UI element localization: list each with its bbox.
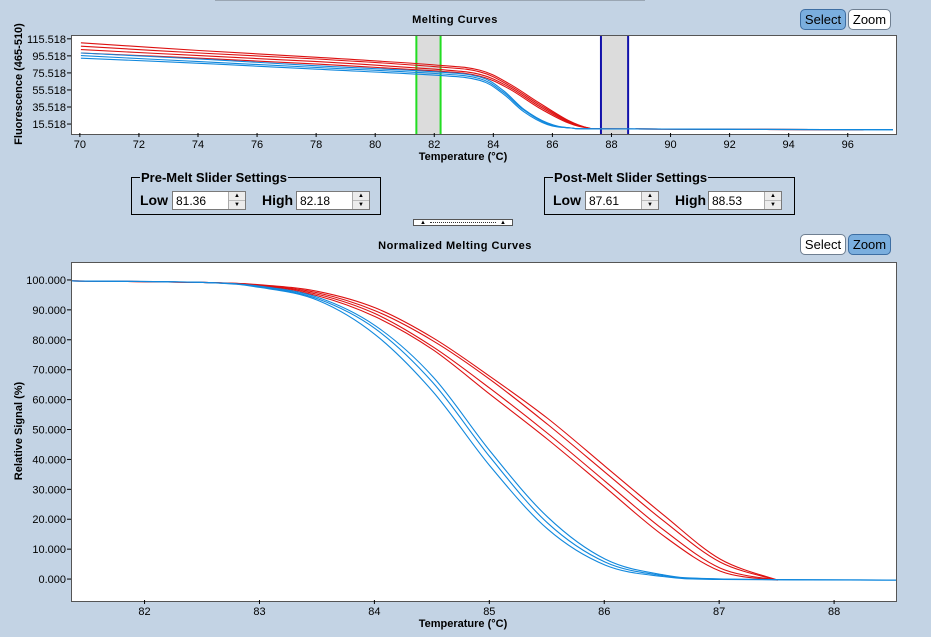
post-melt-high-value[interactable]: 88.53 (712, 194, 743, 208)
y-tick-label: 35.518 (32, 102, 66, 114)
y-tick-label: 55.518 (32, 85, 66, 97)
y-tick-label: 90.000 (32, 305, 66, 317)
pre-melt-low-value[interactable]: 81.36 (176, 194, 207, 208)
y-tick-label: 15.518 (32, 119, 66, 131)
spin-up-icon[interactable]: ▲ (229, 192, 245, 201)
y-tick-label: 70.000 (32, 365, 66, 377)
x-tick-label: 87 (713, 606, 725, 618)
x-tick-label: 86 (598, 606, 610, 618)
post-melt-title: Post-Melt Slider Settings (554, 170, 708, 185)
y-tick-label: 100.000 (26, 275, 66, 287)
x-tick-label: 85 (483, 606, 495, 618)
y-tick-label: 0.000 (38, 574, 66, 586)
melting-curves-axes: 70 72 74 76 78 80 82 84 86 88 90 92 94 96 15.518 35.518… (13, 23, 854, 163)
y-tick-label: 30.000 (32, 484, 66, 496)
pre-melt-high-spinner[interactable]: 82.18 ▲ ▼ (296, 191, 370, 210)
x-tick-label: 92 (723, 139, 735, 151)
top-select-button[interactable]: Select (800, 9, 846, 30)
pre-melt-slider-settings: Pre-Melt Slider Settings (131, 170, 381, 215)
post-melt-high-label: High (675, 192, 707, 208)
normalized-melting-curves-axes: 82 83 84 85 86 87 88 0.000 10.000 20.000 30.000 40.… (13, 275, 840, 630)
curve-2 (72, 280, 778, 581)
y-tick-label: 75.518 (32, 68, 66, 80)
y-axis-label: Fluorescence (465-510) (13, 23, 25, 145)
x-tick-label: 72 (133, 139, 145, 151)
x-tick-label: 82 (428, 139, 440, 151)
curve-6 (72, 280, 896, 581)
x-tick-label: 90 (664, 139, 676, 151)
spin-down-icon[interactable]: ▼ (765, 201, 781, 209)
melting-curves-chart[interactable] (71, 35, 897, 135)
x-tick-label: 70 (74, 139, 86, 151)
post-melt-slider-settings: Post-Melt Slider Settings (544, 170, 795, 215)
y-axis-label: Relative Signal (%) (13, 381, 25, 480)
x-tick-label: 84 (487, 139, 499, 151)
x-axis-label: Temperature (°C) (419, 151, 508, 163)
curve-6 (80, 52, 894, 131)
y-tick-label: 10.000 (32, 544, 66, 556)
spin-up-icon[interactable]: ▲ (642, 192, 658, 201)
y-tick-label: 20.000 (32, 514, 66, 526)
bottom-select-button[interactable]: Select (800, 234, 846, 255)
y-tick-label: 80.000 (32, 335, 66, 347)
window-top-edge (0, 0, 931, 5)
x-tick-label: 94 (783, 139, 795, 151)
pre-melt-low-spinner[interactable]: 81.36 ▲ ▼ (172, 191, 246, 210)
curve-5 (72, 280, 896, 581)
bottom-zoom-button[interactable]: Zoom (848, 234, 891, 255)
x-tick-label: 83 (253, 606, 265, 618)
x-tick-label: 80 (369, 139, 381, 151)
x-tick-label: 78 (310, 139, 322, 151)
pre-melt-high-label: High (262, 192, 294, 208)
post-melt-low-spinner[interactable]: 87.61 ▲ ▼ (585, 191, 659, 210)
y-tick-label: 115.518 (27, 34, 66, 46)
x-tick-label: 82 (138, 606, 150, 618)
spin-up-icon[interactable]: ▲ (353, 192, 369, 201)
x-tick-label: 88 (828, 606, 840, 618)
y-tick-label: 95.518 (32, 51, 66, 63)
spin-down-icon[interactable]: ▼ (642, 201, 658, 209)
spin-down-icon[interactable]: ▼ (353, 201, 369, 209)
pre-melt-band (416, 36, 441, 134)
post-melt-low-label: Low (553, 192, 581, 208)
y-tick-label: 60.000 (32, 395, 66, 407)
spin-down-icon[interactable]: ▼ (229, 201, 245, 209)
x-tick-label: 88 (605, 139, 617, 151)
x-tick-label: 96 (842, 139, 854, 151)
pre-melt-high-value[interactable]: 82.18 (300, 194, 331, 208)
post-melt-low-value[interactable]: 87.61 (589, 194, 620, 208)
y-tick-label: 40.000 (32, 454, 66, 466)
x-tick-label: 86 (546, 139, 558, 151)
pre-melt-low-label: Low (140, 192, 168, 208)
melting-curves-title: Melting Curves (412, 14, 498, 26)
y-tick-label: 50.000 (32, 425, 66, 437)
top-zoom-button[interactable]: Zoom (848, 9, 891, 30)
x-tick-label: 76 (251, 139, 263, 151)
x-tick-label: 74 (192, 139, 204, 151)
top-edge-mark (215, 0, 645, 3)
normalized-melting-curves-title: Normalized Melting Curves (378, 240, 532, 252)
pre-melt-title: Pre-Melt Slider Settings (141, 170, 287, 185)
splitter-up-icon[interactable]: ▲ (420, 219, 426, 226)
splitter-down-icon[interactable]: ▲ (500, 219, 506, 226)
post-melt-high-spinner[interactable]: 88.53 ▲ ▼ (708, 191, 782, 210)
x-tick-label: 84 (368, 606, 380, 618)
splitter-grip (429, 222, 497, 223)
post-melt-band (600, 36, 629, 134)
panel-splitter-handle[interactable]: ▲ ▲ (413, 219, 513, 226)
x-axis-label: Temperature (°C) (419, 618, 508, 630)
normalized-melting-curves-chart[interactable] (71, 262, 897, 602)
spin-up-icon[interactable]: ▲ (765, 192, 781, 201)
